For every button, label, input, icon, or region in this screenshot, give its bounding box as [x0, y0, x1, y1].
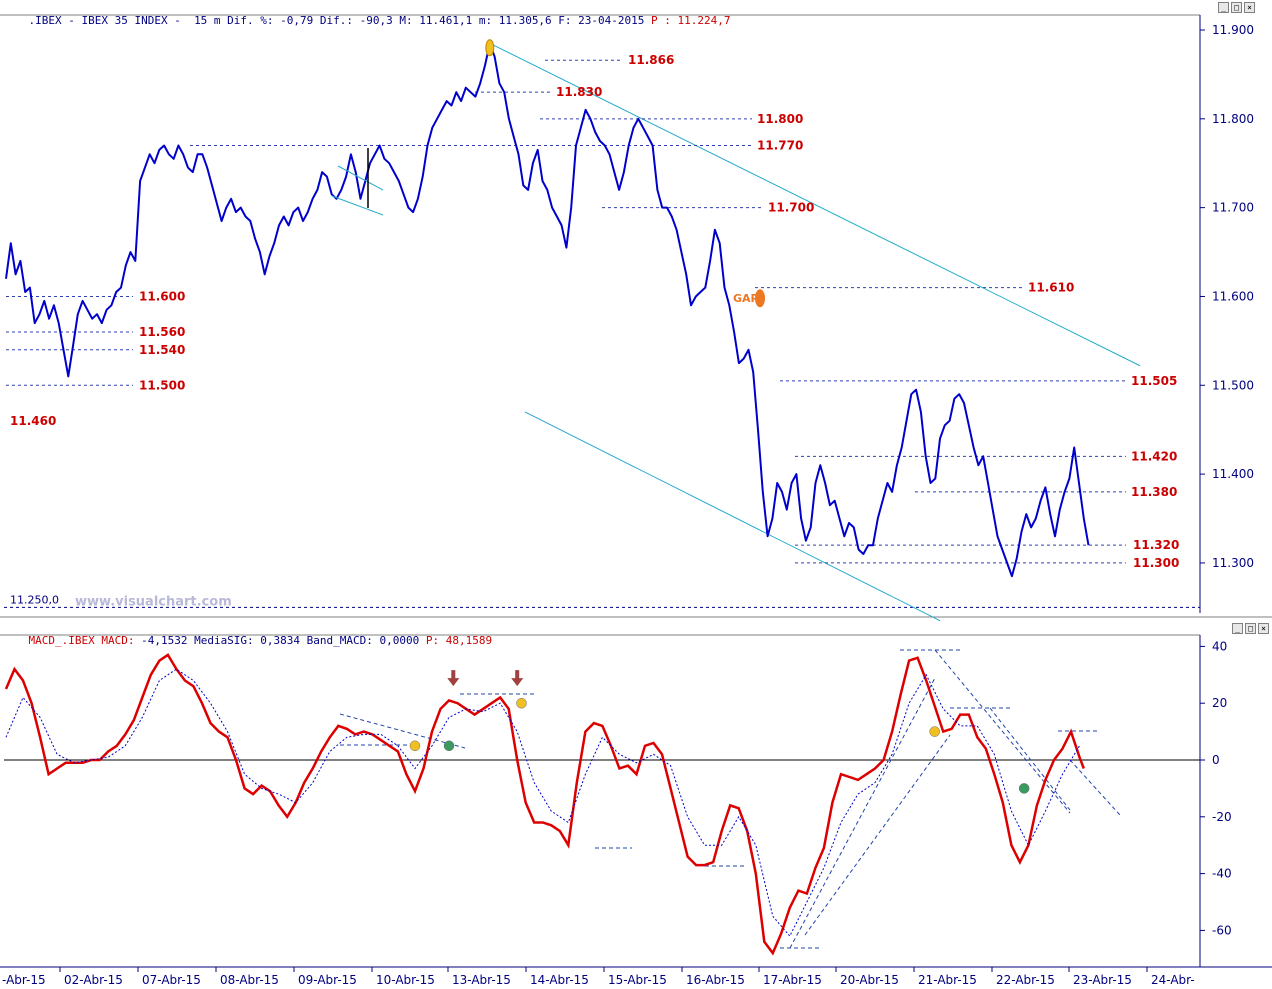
macd-header-values: -4,1532 MediaSIG: 0,3834 Band_MACD: 0,00…: [141, 634, 420, 647]
level-label: 11.320: [1133, 538, 1179, 552]
macd-guide-line: [804, 734, 951, 936]
price-y-tick-label: 11.500: [1212, 378, 1254, 392]
macd-close-button[interactable]: ×: [1258, 623, 1269, 634]
price-y-tick-label: 11.400: [1212, 467, 1254, 481]
level-label: 11.540: [139, 343, 185, 357]
level-label: 11.830: [556, 85, 602, 99]
price-y-tick-label: 11.800: [1212, 112, 1254, 126]
price-header-last: P : 11.224,7: [651, 14, 731, 27]
down-arrow-icon: [447, 670, 460, 687]
signal-marker: [929, 726, 940, 737]
level-label: 11.500: [139, 378, 185, 392]
price-y-tick-label: 11.900: [1212, 23, 1254, 37]
level-label: 11.300: [1133, 556, 1179, 570]
level-label: 11.600: [139, 289, 185, 303]
x-tick-label: 22-Abr-15: [996, 973, 1055, 987]
level-label: 11.610: [1028, 281, 1074, 295]
x-tick-label: 23-Abr-15: [1073, 973, 1132, 987]
x-tick-label: 13-Abr-15: [452, 973, 511, 987]
close-button[interactable]: ×: [1244, 2, 1255, 13]
x-tick-label: 24-Abr-: [1151, 973, 1195, 987]
macd-guide-line: [789, 677, 936, 949]
signal-line: [5, 668, 1080, 937]
macd-guide-line: [339, 713, 466, 749]
level-label: 11.800: [757, 112, 803, 126]
channel-upper-line: [489, 42, 1141, 367]
macd-maximize-button[interactable]: □: [1245, 623, 1256, 634]
x-tick-label: 02-Abr-15: [64, 973, 123, 987]
top-marker: [485, 39, 495, 57]
level-label: 11.770: [757, 138, 803, 152]
level-label: 11.505: [1131, 374, 1177, 388]
down-arrow-icon: [511, 670, 524, 687]
price-header: .IBEX - IBEX 35 INDEX - 15 m Dif. %: -0,…: [2, 1, 731, 40]
macd-minimize-button[interactable]: _: [1232, 623, 1243, 634]
x-tick-label: 21-Abr-15: [918, 973, 977, 987]
x-tick-label: 16-Abr-15: [686, 973, 745, 987]
level-label: 11.380: [1131, 485, 1177, 499]
macd-y-tick-label: -20: [1212, 810, 1232, 824]
channel-lower-line: [524, 411, 941, 622]
flag-upper-line: [337, 165, 384, 191]
level-label: 11.560: [139, 325, 185, 339]
x-tick-label: -Abr-15: [2, 973, 46, 987]
macd-y-tick-label: -40: [1212, 867, 1232, 881]
macd-y-tick-label: 0: [1212, 753, 1220, 767]
macd-window-buttons: _ □ ×: [1232, 623, 1269, 634]
macd-guide-line: [989, 707, 1071, 811]
macd-guide-line: [1069, 759, 1121, 816]
flag-lower-line: [331, 195, 384, 216]
macd-header-name: MACD_.IBEX MACD:: [28, 634, 142, 647]
signal-marker: [1018, 783, 1030, 794]
x-tick-label: 15-Abr-15: [608, 973, 667, 987]
x-tick-label: 10-Abr-15: [376, 973, 435, 987]
watermark: www.visualchart.com: [75, 594, 232, 609]
signal-marker: [516, 697, 527, 709]
level-label: 11.460: [10, 414, 56, 428]
signal-marker: [443, 740, 455, 752]
x-tick-label: 14-Abr-15: [530, 973, 589, 987]
x-tick-label: 08-Abr-15: [220, 973, 279, 987]
level-label: 11.420: [1131, 449, 1177, 463]
level-label: 11.700: [768, 201, 814, 215]
macd-y-tick-label: 40: [1212, 639, 1227, 653]
price-y-tick-label: 11.700: [1212, 201, 1254, 215]
macd-header: MACD_.IBEX MACD: -4,1532 MediaSIG: 0,383…: [2, 621, 493, 660]
price-y-tick-label: 11.300: [1212, 556, 1254, 570]
maximize-button[interactable]: □: [1231, 2, 1242, 13]
price-window-buttons: _ □ ×: [1218, 2, 1255, 13]
x-tick-label: 20-Abr-15: [840, 973, 899, 987]
price-header-info: .IBEX - IBEX 35 INDEX - 15 m Dif. %: -0,…: [28, 14, 652, 27]
macd-y-tick-label: 20: [1212, 696, 1227, 710]
gap-marker: [755, 289, 765, 308]
minimize-button[interactable]: _: [1218, 2, 1229, 13]
x-tick-label: 17-Abr-15: [763, 973, 822, 987]
baseline-label: 11.250,0: [10, 593, 59, 606]
level-label: 11.866: [628, 53, 674, 67]
price-y-tick-label: 11.600: [1212, 289, 1254, 303]
x-tick-label: 09-Abr-15: [298, 973, 357, 987]
signal-marker: [409, 740, 421, 752]
macd-header-last: P: 48,1589: [419, 634, 493, 647]
macd-y-tick-label: -60: [1212, 923, 1232, 937]
gap-label: GAP: [733, 292, 759, 305]
macd-line: [4, 653, 1085, 956]
price-line: [5, 42, 1090, 578]
macd-guide-line: [934, 649, 1071, 814]
x-tick-label: 07-Abr-15: [142, 973, 201, 987]
